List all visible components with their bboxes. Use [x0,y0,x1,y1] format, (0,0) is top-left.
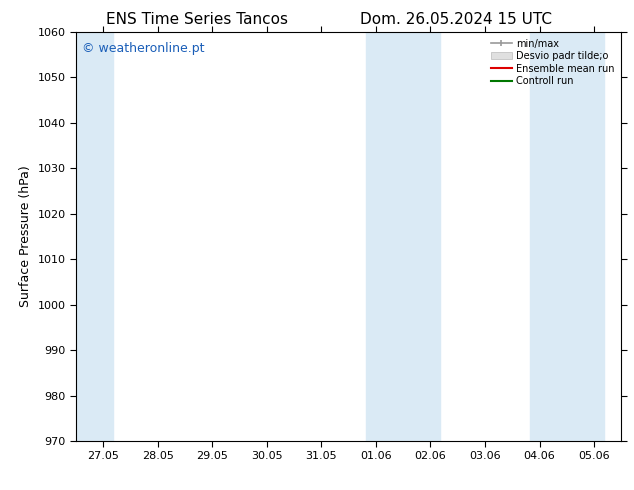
Text: ENS Time Series Tancos: ENS Time Series Tancos [105,12,288,27]
Bar [76,32,113,441]
Bar [567,32,604,441]
Bar [366,32,403,441]
Bar [530,32,567,441]
Text: © weatheronline.pt: © weatheronline.pt [82,42,204,55]
Bar [403,32,440,441]
Y-axis label: Surface Pressure (hPa): Surface Pressure (hPa) [19,166,32,307]
Text: Dom. 26.05.2024 15 UTC: Dom. 26.05.2024 15 UTC [361,12,552,27]
Legend: min/max, Desvio padr tilde;o, Ensemble mean run, Controll run: min/max, Desvio padr tilde;o, Ensemble m… [489,37,616,88]
